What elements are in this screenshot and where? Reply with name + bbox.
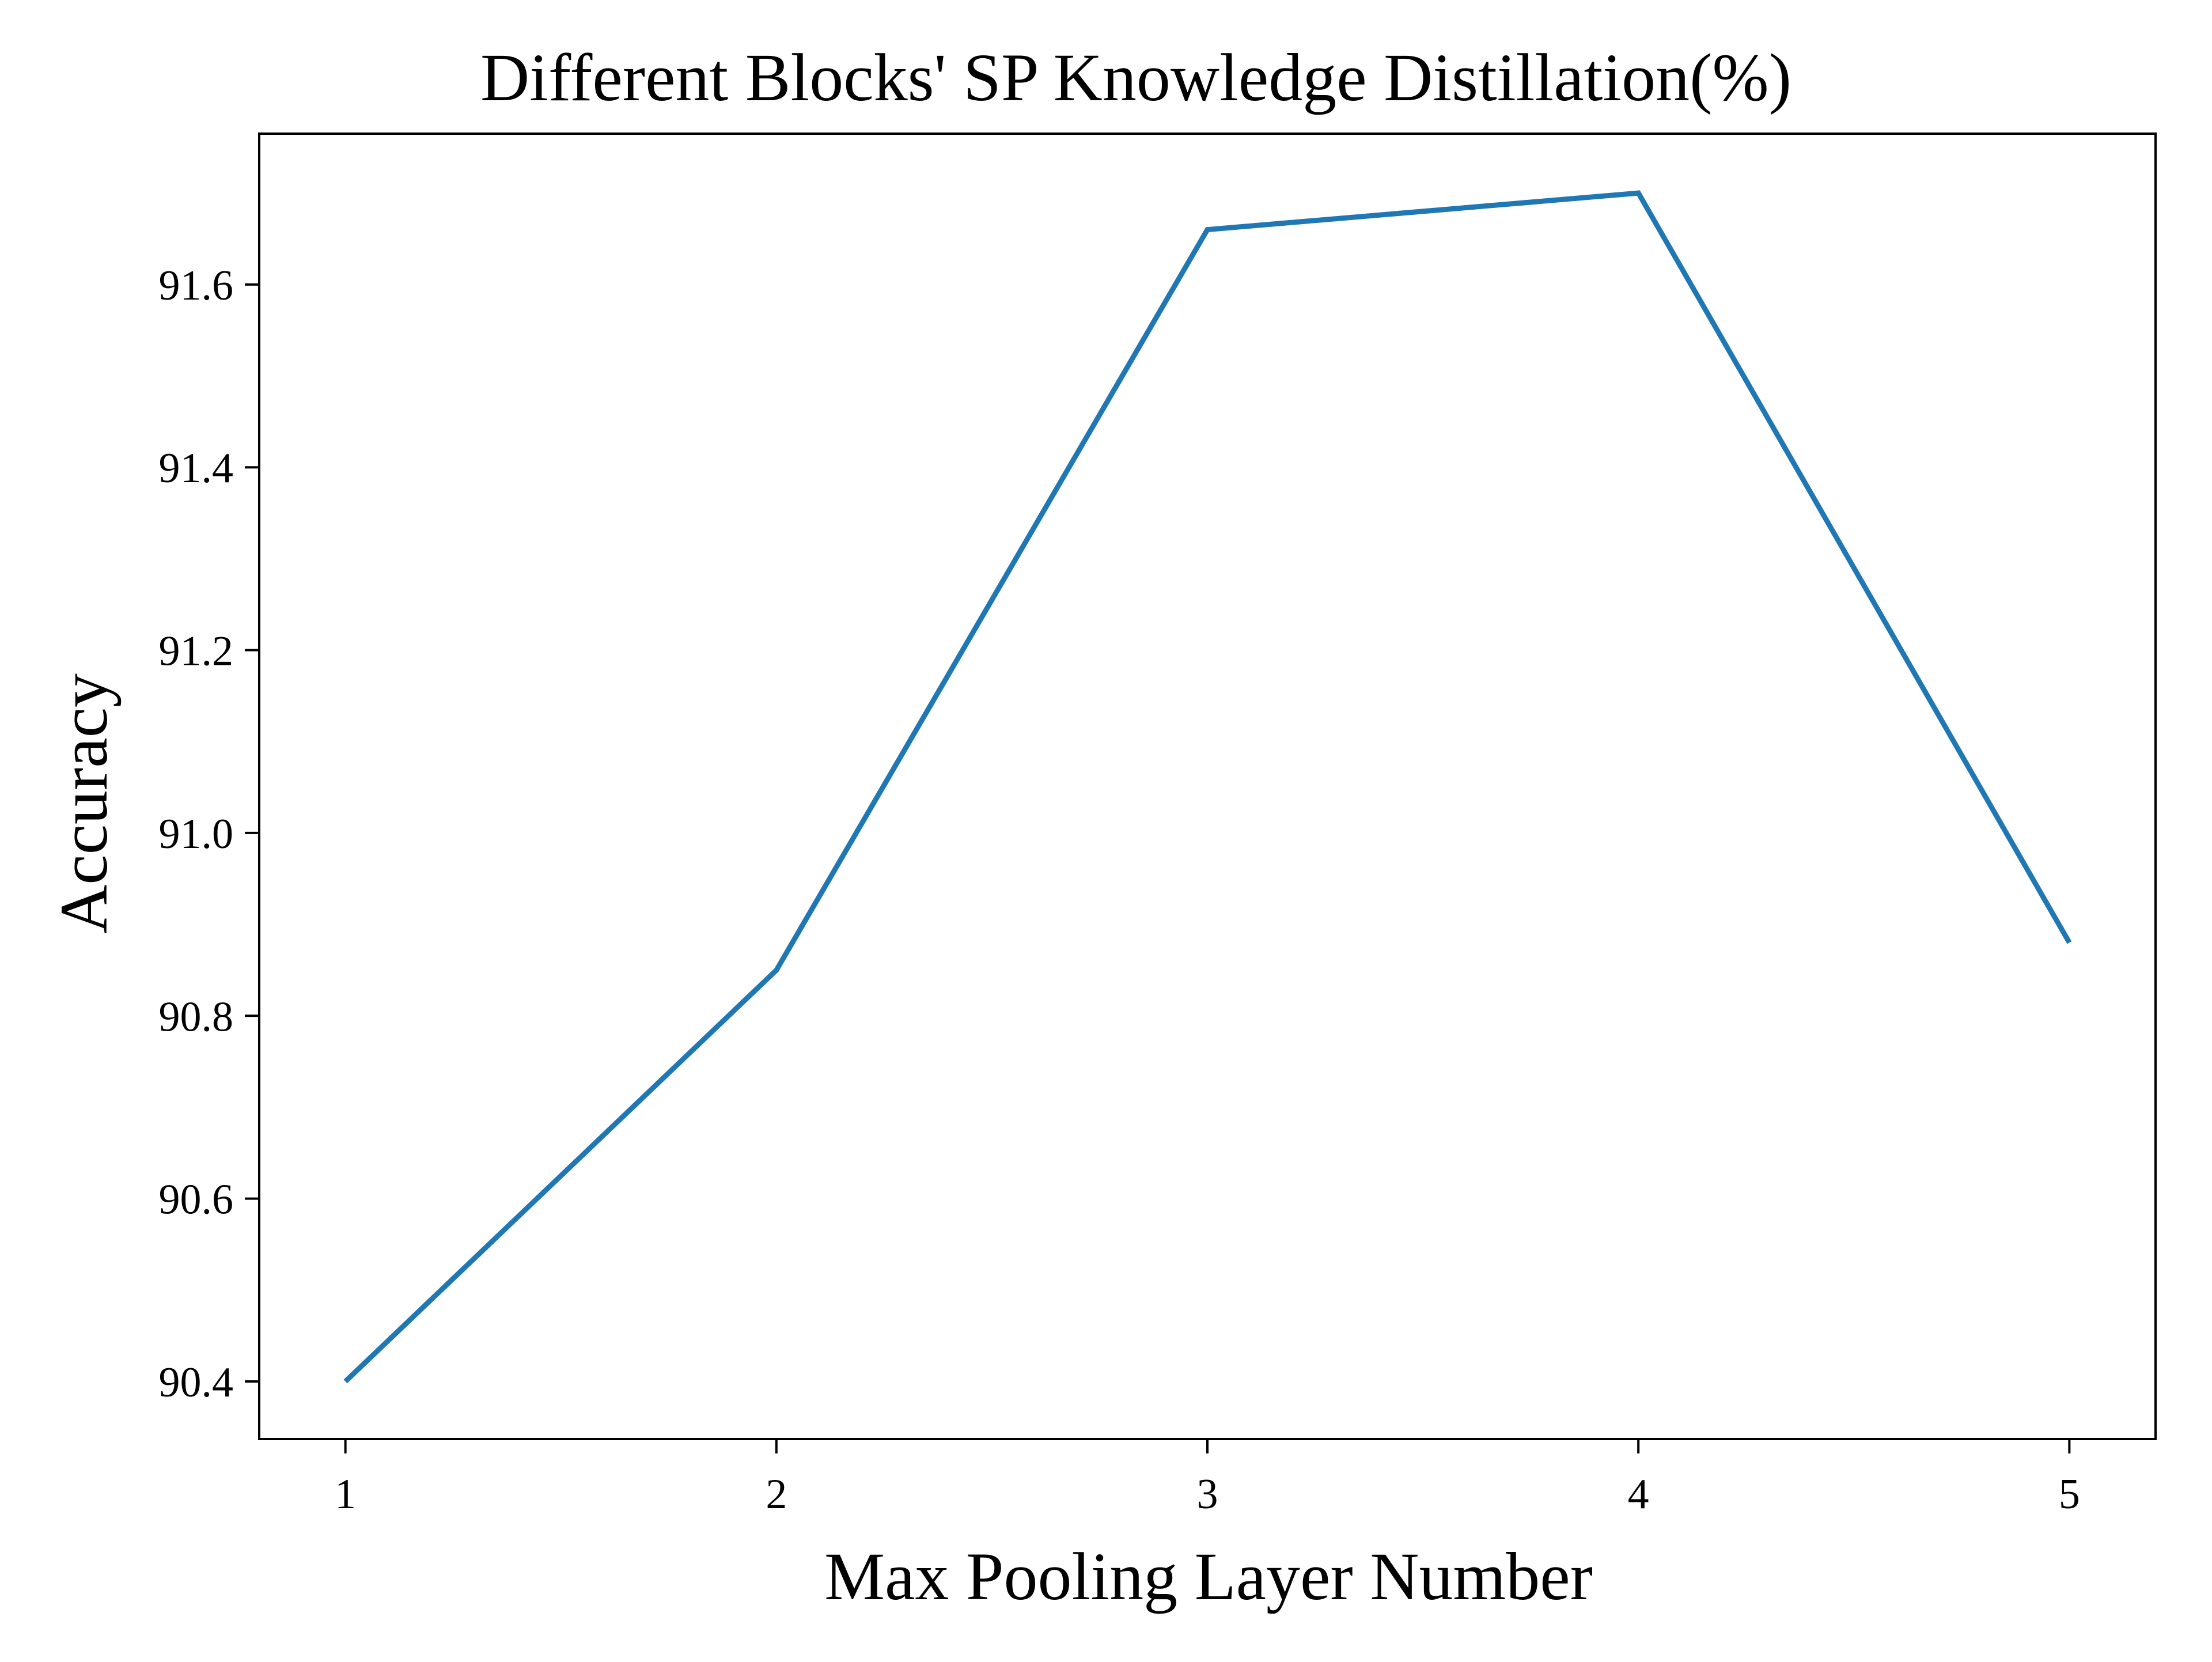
y-tick-label: 90.6 (159, 1176, 234, 1224)
y-axis-label: Accuracy (46, 673, 122, 934)
x-tick-label: 2 (766, 1471, 787, 1518)
y-tick-label: 90.4 (159, 1359, 234, 1406)
x-tick-label: 4 (1628, 1471, 1649, 1518)
x-axis-label: Max Pooling Layer Number (824, 1539, 1593, 1614)
x-tick-label: 5 (2059, 1471, 2080, 1518)
y-tick-label: 91.4 (159, 445, 234, 492)
x-tick-label: 1 (335, 1471, 356, 1518)
x-tick-label: 3 (1197, 1471, 1218, 1518)
y-tick-label: 91.0 (159, 811, 234, 858)
chart-title: Different Blocks' SP Knowledge Distillat… (480, 40, 1791, 115)
series-line-0 (343, 190, 2072, 1384)
y-tick-label: 91.2 (159, 628, 234, 675)
y-tick-label: 90.8 (159, 993, 234, 1040)
plot-area: 1 2 3 4 5 90.4 90.6 90.8 91.0 91.2 91.4 91.6 (159, 132, 2157, 1518)
y-tick-label: 91.6 (159, 262, 234, 309)
